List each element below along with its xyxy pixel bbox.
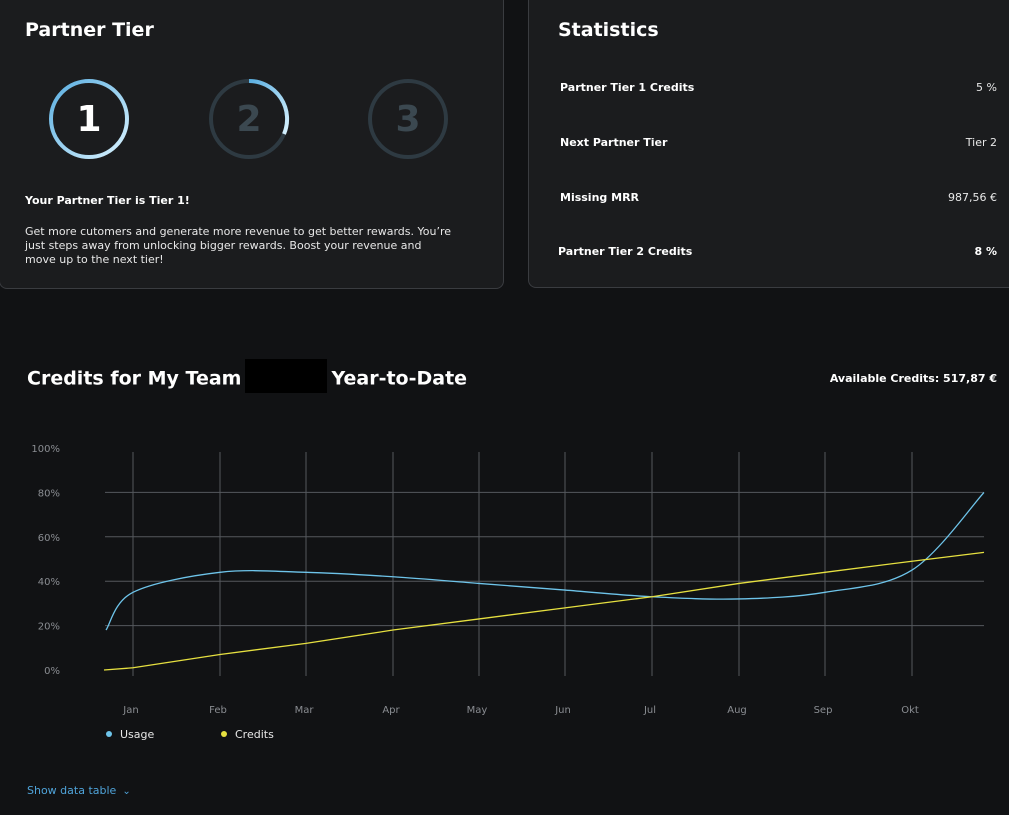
stat-label-tier1-credits: Partner Tier 1 Credits [560, 81, 695, 94]
series-line-usage [105, 491, 985, 631]
redacted-team-name [245, 359, 328, 393]
tier-description: Get more cutomers and generate more reve… [25, 225, 452, 266]
stat-value-next-tier: Tier 2 [965, 136, 997, 149]
y-tick-label: 20% [38, 622, 60, 633]
x-tick-label: Jul [643, 705, 656, 716]
tier-headline: Your Partner Tier is Tier 1! [25, 194, 190, 207]
legend-credits[interactable]: Credits [221, 728, 274, 741]
y-tick-label: 100% [31, 444, 60, 455]
available-credits: Available Credits: 517,87 € [829, 372, 997, 385]
stat-label-missing-mrr: Missing MRR [560, 191, 640, 204]
partner-tier-card: Partner Tier 1 2 3 [0, 0, 504, 289]
credits-dot-icon [221, 731, 227, 737]
x-tick-label: Feb [209, 705, 227, 716]
tier-2-ring: 2 [207, 77, 291, 161]
tier-2-label: 2 [236, 99, 261, 140]
y-tick-label: 0% [44, 666, 60, 677]
tier-3-label: 3 [395, 99, 420, 140]
chevron-down-icon: ⌄ [122, 786, 131, 797]
x-tick-label: Apr [382, 705, 400, 716]
legend-usage-label: Usage [120, 728, 155, 741]
y-tick-label: 80% [38, 488, 60, 499]
y-tick-label: 40% [38, 577, 60, 588]
statistics-title: Statistics [558, 19, 659, 41]
tier-1-label: 1 [76, 99, 101, 140]
credits-title-prefix: Credits for My Team [27, 367, 242, 390]
show-data-table-button[interactable]: Show data table ⌄ [27, 784, 131, 797]
x-tick-label: Aug [727, 705, 747, 716]
show-data-table-label: Show data table [27, 784, 117, 797]
statistics-card: Statistics Partner Tier 1 Credits 5 % Ne… [528, 0, 1009, 288]
partner-tier-title: Partner Tier [25, 19, 154, 41]
usage-dot-icon [106, 731, 112, 737]
legend-credits-label: Credits [235, 728, 274, 741]
series-line-credits [103, 551, 985, 671]
x-tick-label: Sep [814, 705, 833, 716]
x-tick-label: Jun [554, 705, 571, 716]
stat-label-tier2-credits: Partner Tier 2 Credits [558, 245, 693, 258]
y-tick-label: 60% [38, 533, 60, 544]
x-tick-label: Mar [295, 705, 315, 716]
credits-section-title: Credits for My Team Year-to-Date [27, 359, 468, 396]
tier-3-ring: 3 [366, 77, 450, 161]
credits-line-chart: 100% 80% 60% 40% 20% 0% Jan Feb Mar Apr May Jun Jul A… [31, 444, 985, 716]
x-tick-label: May [467, 705, 488, 716]
stat-value-tier1-credits: 5 % [976, 81, 997, 94]
tier-1-ring: 1 [47, 77, 131, 161]
stat-value-tier2-credits: 8 % [974, 245, 997, 258]
credits-title-suffix: Year-to-Date [331, 367, 468, 390]
x-tick-label: Jan [122, 705, 138, 716]
legend-usage[interactable]: Usage [106, 728, 154, 741]
stat-label-next-tier: Next Partner Tier [560, 136, 668, 149]
x-tick-label: Okt [901, 705, 919, 716]
stat-value-missing-mrr: 987,56 € [948, 191, 997, 204]
